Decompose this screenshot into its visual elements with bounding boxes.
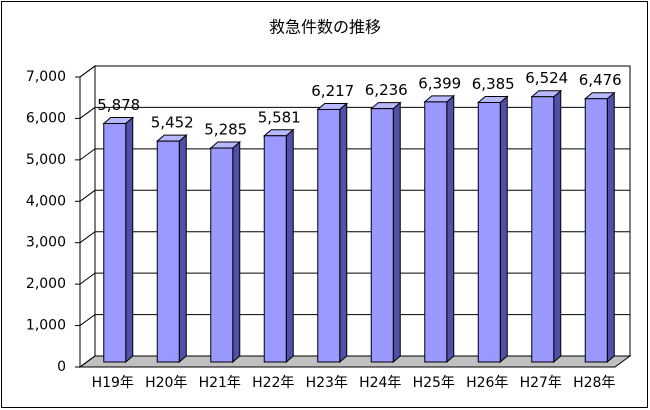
x-tick-label: H19年 [92,375,134,391]
y-tick-label: 5,000 [26,152,66,168]
bar-side [285,128,294,364]
bar [370,108,394,363]
x-tick-label: H23年 [306,375,348,391]
y-tick-label: 2,000 [26,276,66,292]
x-tick-label: H27年 [520,375,562,391]
x-tick-label: H21年 [199,375,241,391]
y-tick-label: 3,000 [26,235,66,251]
value-label: 5,581 [258,108,301,126]
x-tick-label: H26年 [466,375,508,391]
x-tick-label: H24年 [359,375,401,391]
bar-side [339,102,348,364]
bar [103,122,127,363]
bar-side [553,89,562,364]
x-tick-label: H28年 [573,375,615,391]
y-tick-label: 7,000 [26,69,66,85]
y-tick-label: 0 [57,359,66,375]
bar [477,101,501,363]
value-label: 6,476 [579,71,622,89]
y-tick-label: 6,000 [26,110,66,126]
bar [263,135,287,363]
bar [424,101,448,363]
grid-line [79,65,630,78]
bar [531,96,555,363]
bar-side [232,140,241,364]
value-label: 5,878 [97,96,140,114]
x-tick-label: H25年 [413,375,455,391]
bar [584,98,608,363]
x-tick-label: H20年 [145,375,187,391]
value-label: 6,399 [418,74,461,92]
value-label: 6,217 [311,82,354,100]
value-label: 6,385 [472,75,515,93]
bar [156,140,180,363]
bar [317,108,341,363]
bar [210,147,234,363]
bar-side [606,91,615,364]
y-tick-label: 1,000 [26,318,66,334]
value-label: 5,285 [204,121,247,139]
value-label: 5,452 [151,114,194,132]
value-label: 6,524 [525,69,568,87]
bar-side [446,94,455,364]
bar-side [125,116,134,364]
bar-side [499,95,508,364]
chart-title: 救急件数の推移 [269,18,381,37]
bar-side [178,134,187,364]
x-tick-label: H22年 [252,375,294,391]
side-wall [79,65,96,368]
y-tick-label: 4,000 [26,193,66,209]
bar-side [392,101,401,364]
value-label: 6,236 [365,81,408,99]
